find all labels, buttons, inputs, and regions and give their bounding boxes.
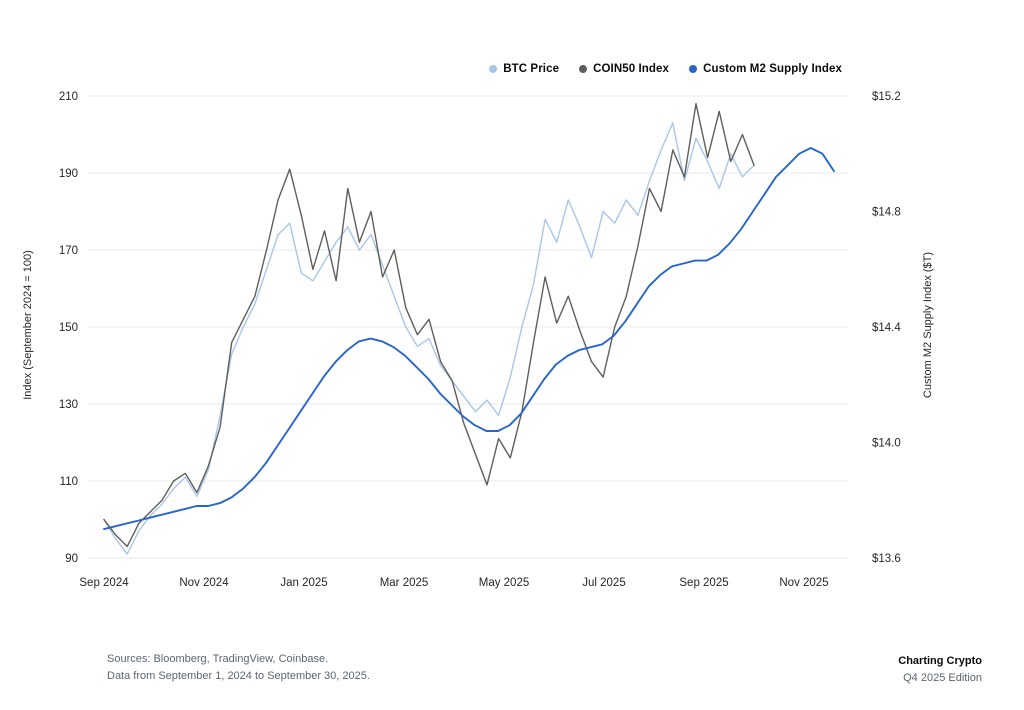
svg-text:170: 170 bbox=[59, 245, 78, 257]
svg-text:$14.8: $14.8 bbox=[872, 207, 901, 219]
legend-label: COIN50 Index bbox=[593, 63, 670, 75]
svg-text:$14.4: $14.4 bbox=[872, 322, 901, 334]
left-axis-title: Index (September 2024 = 100) bbox=[22, 250, 34, 400]
svg-text:Jul 2025: Jul 2025 bbox=[582, 577, 625, 589]
svg-text:Nov 2024: Nov 2024 bbox=[179, 577, 229, 589]
right-axis-title: Custom M2 Supply Index ($T) bbox=[922, 251, 934, 399]
svg-text:May 2025: May 2025 bbox=[479, 577, 530, 589]
legend-label: Custom M2 Supply Index bbox=[703, 63, 842, 75]
legend-item-btc-price: BTC Price bbox=[489, 63, 559, 75]
brand-block: Charting Crypto Q4 2025 Edition bbox=[898, 653, 982, 686]
sources-line: Sources: Bloomberg, TradingView, Coinbas… bbox=[107, 653, 329, 665]
legend-dot-icon bbox=[689, 65, 698, 73]
svg-text:90: 90 bbox=[65, 553, 78, 565]
svg-text:$14.0: $14.0 bbox=[872, 438, 901, 450]
svg-text:Mar 2025: Mar 2025 bbox=[380, 577, 429, 589]
legend-label: BTC Price bbox=[503, 63, 560, 75]
brand-title: Charting Crypto bbox=[898, 655, 982, 667]
data-range-line: Data from September 1, 2024 to September… bbox=[107, 670, 370, 683]
svg-text:$15.2: $15.2 bbox=[872, 91, 901, 103]
legend-item-m2-supply: Custom M2 Supply Index bbox=[689, 63, 842, 75]
svg-text:$13.6: $13.6 bbox=[872, 553, 901, 565]
svg-text:Jan 2025: Jan 2025 bbox=[280, 577, 327, 589]
footer-notes: Sources: Bloomberg, TradingView, Coinbas… bbox=[107, 651, 370, 685]
legend-item-coin50-index: COIN50 Index bbox=[579, 63, 669, 75]
legend-dot-icon bbox=[489, 65, 498, 73]
brand-subtitle: Q4 2025 Edition bbox=[903, 671, 982, 684]
svg-text:Sep 2024: Sep 2024 bbox=[79, 577, 129, 589]
chart-canvas: 90 110 130 150 170 190 210 $13.6 $14.0 $14.4 $14.8… bbox=[59, 91, 902, 589]
legend-dot-icon bbox=[579, 65, 588, 73]
svg-text:Sep 2025: Sep 2025 bbox=[679, 577, 728, 589]
svg-text:210: 210 bbox=[59, 91, 78, 103]
svg-text:150: 150 bbox=[59, 322, 78, 334]
svg-text:130: 130 bbox=[59, 399, 78, 411]
svg-text:Nov 2025: Nov 2025 bbox=[779, 577, 828, 589]
chart-legend: BTC Price COIN50 Index Custom M2 Supply … bbox=[489, 63, 842, 75]
svg-text:110: 110 bbox=[60, 476, 78, 488]
svg-text:190: 190 bbox=[59, 168, 78, 180]
